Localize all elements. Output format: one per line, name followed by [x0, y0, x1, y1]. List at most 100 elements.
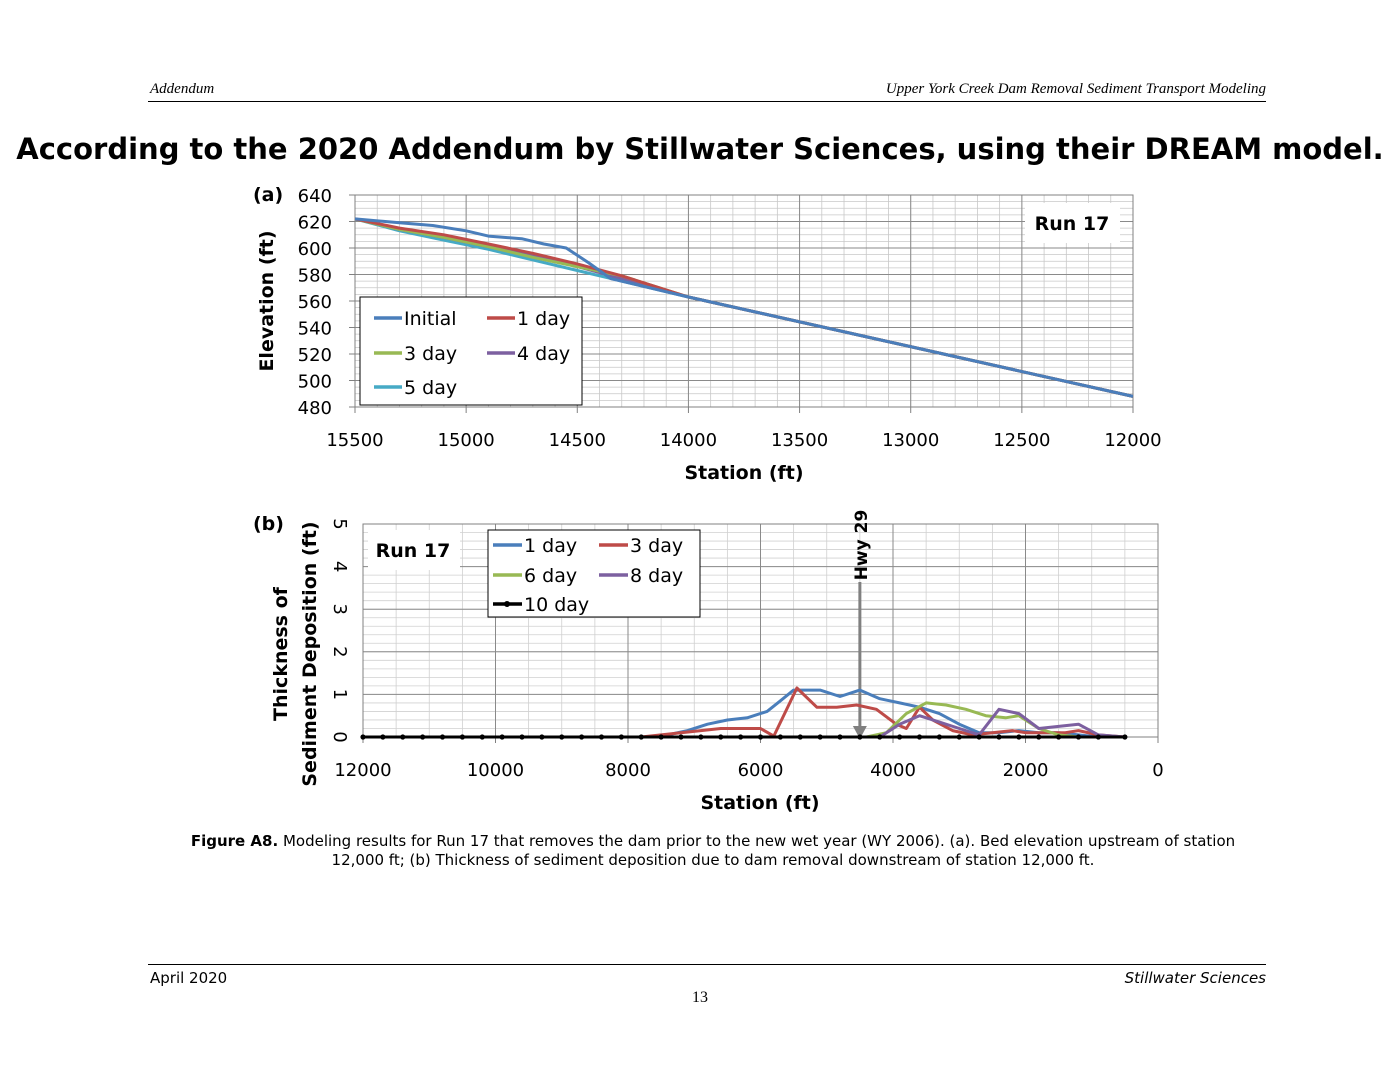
legend-label-a: 3 day — [404, 343, 457, 365]
annotation-box-b — [368, 530, 460, 570]
legend-label-a: 4 day — [517, 343, 570, 365]
series-marker-b — [1095, 734, 1101, 740]
x-axis-label-a: Station (ft) — [684, 462, 803, 484]
series-marker-b — [1016, 734, 1022, 740]
series-line-b — [363, 686, 1126, 739]
series-marker-b — [837, 734, 843, 740]
x-tick-label-b: 6000 — [738, 760, 784, 781]
series-marker-b — [1056, 734, 1062, 740]
series-marker-b — [797, 734, 803, 740]
series-line-a — [354, 217, 1134, 398]
y-tick-label-b: 5 — [329, 518, 350, 529]
series-marker-b — [757, 734, 764, 740]
series-marker-b — [1075, 734, 1082, 740]
footer-rule — [148, 964, 1266, 965]
x-tick-label-b: 0 — [1152, 760, 1163, 781]
x-tick-label-b: 10000 — [467, 760, 524, 781]
legend-marker-b — [504, 601, 510, 607]
y-tick-label-a: 480 — [298, 398, 332, 419]
legend-label-b: 1 day — [524, 535, 577, 557]
series-marker-b — [439, 734, 446, 740]
series-marker-b — [400, 734, 406, 740]
y-tick-label-a: 600 — [298, 239, 332, 260]
series-marker-b — [718, 734, 724, 740]
annotation-run-a: Run 17 — [1035, 213, 1110, 235]
series-marker-b — [877, 734, 883, 740]
legend-label-a: 1 day — [517, 308, 570, 330]
series-marker-b — [459, 734, 465, 740]
y-tick-label-a: 500 — [298, 372, 332, 393]
y-tick-label-a: 580 — [298, 266, 332, 287]
series-marker-b — [539, 734, 545, 740]
legend-label-b: 8 day — [630, 565, 683, 587]
page-number: 13 — [692, 989, 708, 1006]
hwy-marker-label: Hwy 29 — [852, 510, 872, 581]
series-marker-b — [996, 734, 1002, 740]
annotation-run-b: Run 17 — [376, 540, 451, 562]
y-tick-label-a: 520 — [298, 345, 332, 366]
hwy-marker-arrowhead — [852, 726, 867, 739]
series-marker-b — [976, 734, 982, 740]
x-axis-label-b: Station (ft) — [700, 792, 819, 814]
x-tick-label-b: 2000 — [1003, 760, 1049, 781]
y-tick-label-a: 620 — [298, 213, 332, 234]
legend-label-a: 5 day — [404, 377, 457, 399]
series-marker-b — [519, 734, 525, 740]
x-tick-label-a: 14000 — [660, 430, 717, 451]
x-tick-label-a: 15000 — [438, 430, 495, 451]
series-marker-b — [559, 734, 565, 740]
caption-label: Figure A8. — [190, 832, 279, 850]
footer-date: April 2020 — [150, 969, 228, 987]
series-marker-b — [956, 734, 962, 740]
y-tick-label-b: 0 — [329, 731, 350, 742]
series-marker-b — [738, 734, 744, 740]
series-marker-b — [499, 734, 505, 740]
series-marker-b — [817, 734, 823, 740]
series-marker-b — [857, 734, 863, 740]
series-marker-b — [1036, 734, 1042, 740]
caption-text: Modeling results for Run 17 that removes… — [282, 832, 1236, 869]
series-marker-b — [579, 734, 585, 740]
x-tick-label-b: 4000 — [870, 760, 916, 781]
legend-b — [487, 529, 701, 618]
series-marker-b — [936, 734, 942, 740]
series-marker-b — [360, 734, 366, 740]
series-marker-b — [658, 734, 664, 740]
y-tick-label-a: 540 — [298, 319, 332, 340]
y-axis-label-a: Elevation (ft) — [256, 230, 278, 371]
x-tick-label-a: 13500 — [771, 430, 828, 451]
series-line-a — [354, 217, 1134, 398]
series-marker-b — [678, 734, 684, 740]
y-tick-label-b: 3 — [329, 603, 350, 614]
header-left: Addendum — [150, 81, 215, 97]
y-tick-label-a: 560 — [298, 292, 332, 313]
x-tick-label-b: 8000 — [605, 760, 651, 781]
y-tick-label-b: 4 — [329, 561, 350, 572]
x-tick-label-a: 12500 — [993, 430, 1050, 451]
legend-label-a: Initial — [404, 308, 457, 330]
series-marker-b — [777, 734, 783, 740]
panel-label-a: (a) — [253, 184, 283, 206]
figure-caption: Figure A8. Modeling results for Run 17 t… — [168, 832, 1258, 870]
y-axis-label-b-line2: Sediment Deposition (ft) — [299, 521, 321, 786]
footer-publisher: Stillwater Sciences — [1124, 969, 1266, 987]
x-tick-label-a: 12000 — [1104, 430, 1161, 451]
panel-label-b: (b) — [253, 513, 284, 535]
header-right: Upper York Creek Dam Removal Sediment Tr… — [885, 81, 1266, 97]
y-axis-label-b-line1: Thickness of — [270, 586, 292, 721]
series-marker-b — [638, 734, 644, 740]
y-tick-label-a: 640 — [298, 186, 332, 207]
y-tick-label-b: 1 — [329, 689, 350, 700]
legend-label-b: 10 day — [524, 594, 589, 616]
series-line-b — [363, 707, 1126, 739]
x-tick-label-a: 15500 — [326, 430, 383, 451]
series-marker-b — [598, 734, 605, 740]
series-marker-b — [698, 734, 704, 740]
legend-label-b: 3 day — [630, 535, 683, 557]
series-marker-b — [618, 734, 624, 740]
annotation-box-a — [1025, 203, 1120, 243]
header-rule — [148, 101, 1266, 102]
series-marker-b — [380, 734, 386, 740]
y-tick-label-b: 2 — [329, 646, 350, 657]
